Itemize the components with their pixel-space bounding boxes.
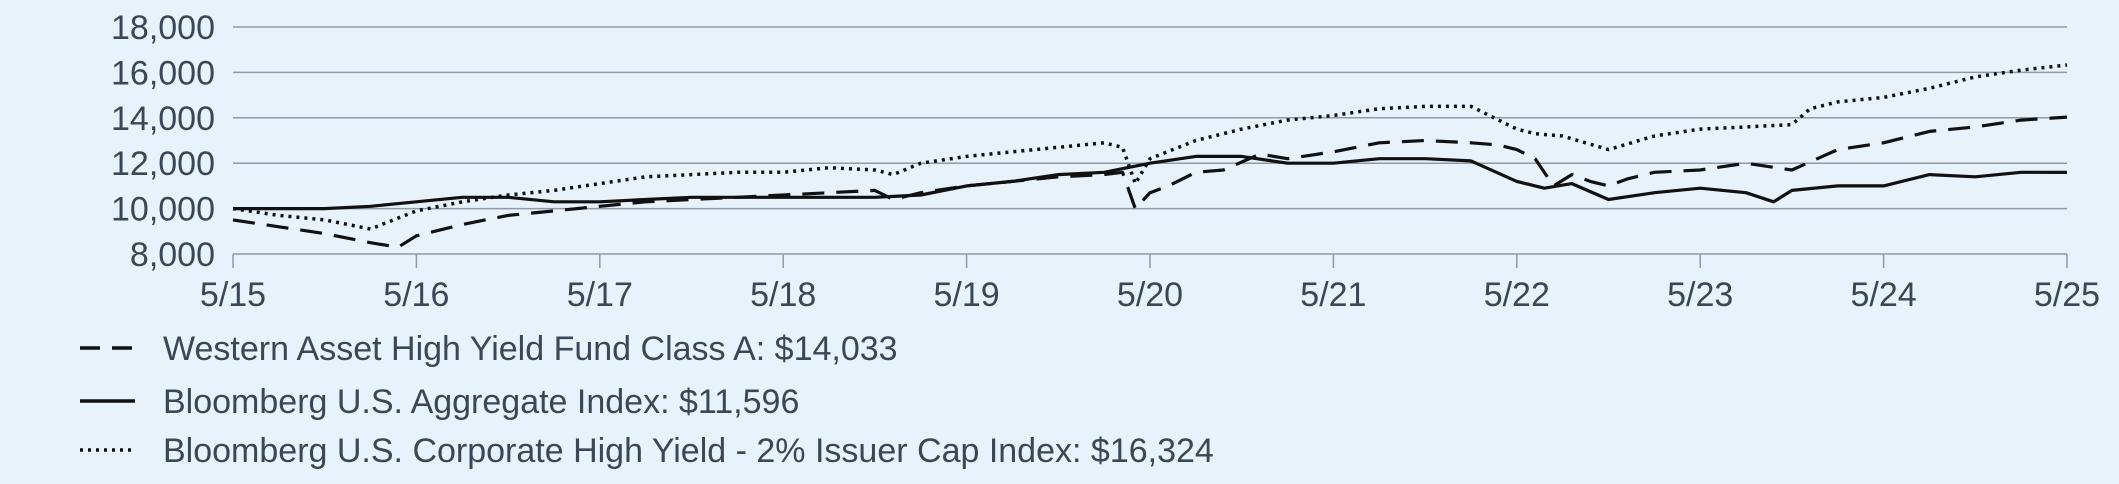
x-tick-label: 5/20 xyxy=(1117,276,1183,314)
x-tick-label: 5/18 xyxy=(750,276,816,314)
gridlines xyxy=(233,26,2067,255)
x-tick-label: 5/21 xyxy=(1300,276,1366,314)
y-tick-label: 12,000 xyxy=(111,145,215,183)
y-axis-tick-labels: 8,000 10,000 12,000 14,000 16,000 18,000 xyxy=(111,9,215,274)
x-tick-label: 5/17 xyxy=(567,276,633,314)
x-tick-label: 5/24 xyxy=(1851,276,1917,314)
series-line-solid xyxy=(233,154,2068,211)
y-tick-label: 10,000 xyxy=(111,191,215,229)
y-tick-label: 18,000 xyxy=(111,9,215,47)
x-tick-label: 5/16 xyxy=(383,276,449,314)
y-tick-label: 8,000 xyxy=(130,236,215,274)
legend-label: Bloomberg U.S. Aggregate Index: $11,596 xyxy=(163,383,799,421)
series-lines xyxy=(232,63,2068,249)
y-tick-label: 14,000 xyxy=(111,100,215,138)
x-axis-tick-labels: 5/15 5/16 5/17 5/18 5/19 5/20 5/21 5/22 5/23 5/24… xyxy=(200,276,2100,314)
x-tick-label: 5/19 xyxy=(934,276,1000,314)
legend: Western Asset High Yield Fund Class A: $… xyxy=(80,330,1214,470)
x-axis-ticks xyxy=(232,254,2068,268)
legend-label: Western Asset High Yield Fund Class A: $… xyxy=(163,330,898,368)
legend-label: Bloomberg U.S. Corporate High Yield - 2%… xyxy=(163,432,1214,470)
x-tick-label: 5/15 xyxy=(200,276,266,314)
x-tick-label: 5/22 xyxy=(1484,276,1550,314)
y-tick-label: 16,000 xyxy=(111,54,215,92)
x-tick-label: 5/23 xyxy=(1667,276,1733,314)
series-line-dotted xyxy=(232,63,2068,231)
x-tick-label: 5/25 xyxy=(2034,276,2100,314)
series-line-dashed xyxy=(232,115,2068,249)
